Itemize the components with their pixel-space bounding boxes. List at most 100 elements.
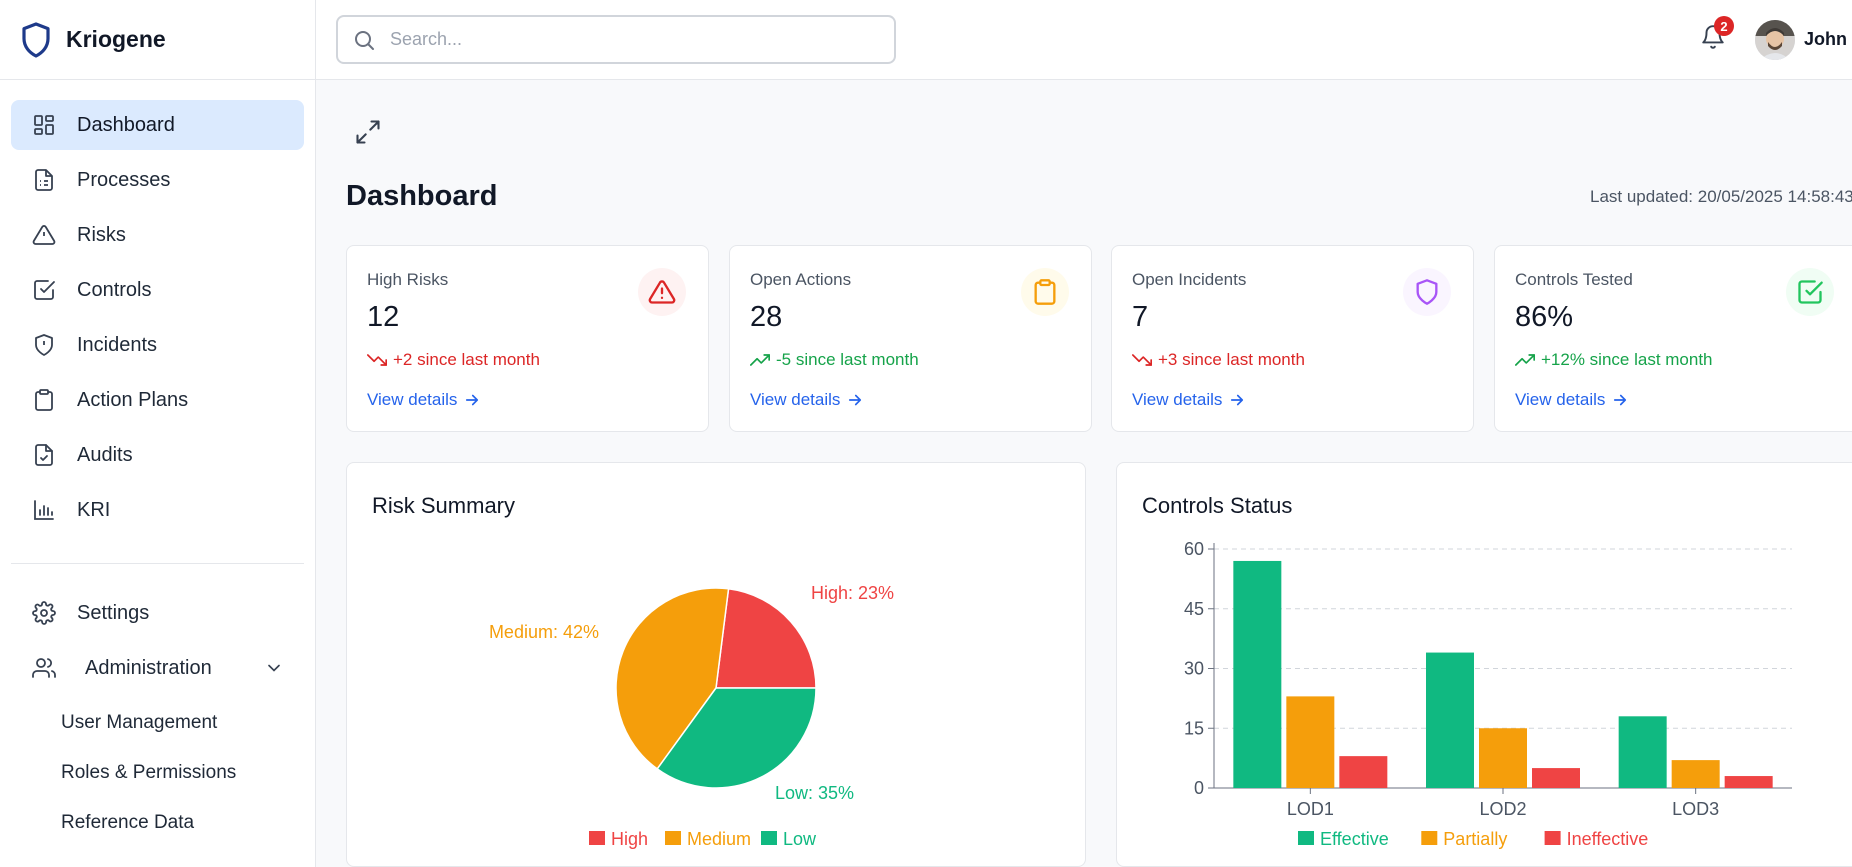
x-tick-label: LOD1 <box>1287 799 1334 819</box>
sidebar-item-dashboard[interactable]: Dashboard <box>11 100 304 150</box>
search-input[interactable] <box>390 29 870 50</box>
view-details-link[interactable]: View details <box>1515 390 1629 410</box>
bar-lod1-ineffective[interactable] <box>1339 756 1388 788</box>
sidebar-item-processes[interactable]: Processes <box>11 155 304 205</box>
legend-item-high[interactable]: High <box>611 829 648 849</box>
kpi-card-open-actions: Open Actions 28 -5 since last month View… <box>729 245 1092 432</box>
legend-item-effective[interactable]: Effective <box>1320 829 1389 849</box>
sidebar-subitem-user-management[interactable]: User Management <box>61 712 218 733</box>
sidebar-item-label: Settings <box>77 601 150 624</box>
legend-swatch-high <box>589 831 605 845</box>
card-value: 12 <box>367 301 400 333</box>
sidebar-item-controls[interactable]: Controls <box>11 265 304 315</box>
y-tick-label: 30 <box>1184 659 1204 679</box>
user-name[interactable]: John D <box>1804 29 1852 49</box>
card-icon-wrap <box>638 268 686 316</box>
search-box[interactable] <box>336 15 896 64</box>
pie-slice-low[interactable] <box>656 687 817 789</box>
arrow-right-icon <box>466 394 479 406</box>
pie-label-low: Low: 35% <box>775 783 854 803</box>
sidebar-item-settings[interactable]: Settings <box>11 588 304 638</box>
expand-button[interactable] <box>354 118 382 146</box>
bar-lod3-ineffective[interactable] <box>1724 776 1773 788</box>
legend-item-ineffective[interactable]: Ineffective <box>1567 829 1649 849</box>
view-details-link[interactable]: View details <box>1132 390 1246 410</box>
card-value: 28 <box>750 301 783 333</box>
sidebar-item-label: Audits <box>77 443 133 466</box>
clipboard-icon <box>1034 279 1056 305</box>
sidebar-item-kri[interactable]: KRI <box>11 485 304 535</box>
bar-lod2-ineffective[interactable] <box>1532 768 1580 788</box>
shield-alert-icon <box>31 332 57 358</box>
card-value: 7 <box>1132 301 1149 333</box>
sidebar-item-risks[interactable]: Risks <box>11 210 304 260</box>
view-details-label: View details <box>367 390 458 409</box>
sidebar-item-label: Risks <box>77 223 126 246</box>
view-details-link[interactable]: View details <box>750 390 864 410</box>
kpi-card-controls-tested: Controls Tested 86% +12% since last mont… <box>1494 245 1852 432</box>
check-square-icon <box>31 277 57 303</box>
brand[interactable]: Kriogene <box>0 0 315 80</box>
bar-lod3-effective[interactable] <box>1618 716 1667 788</box>
sidebar-subitem-reference-data[interactable]: Reference Data <box>61 812 195 833</box>
legend-item-low[interactable]: Low <box>783 829 817 849</box>
sidebar-item-audits[interactable]: Audits <box>11 430 304 480</box>
sidebar-nav: Dashboard Processes Risks Controls Incid… <box>0 80 315 535</box>
y-tick-label: 15 <box>1184 718 1204 738</box>
sidebar-divider <box>11 563 304 564</box>
legend-item-medium[interactable]: Medium <box>687 829 751 849</box>
card-icon-wrap <box>1021 268 1069 316</box>
card-icon-wrap <box>1403 268 1451 316</box>
risk-summary-panel: High: 23% Medium: 42% Low: 35% High Medium Lo… <box>346 462 1086 867</box>
sidebar: Kriogene Dashboard Processes Risks Contr… <box>0 0 316 867</box>
legend-swatch-partially <box>1421 831 1438 845</box>
sidebar-item-label: Dashboard <box>77 113 175 136</box>
y-tick-label: 45 <box>1184 599 1204 619</box>
trending-down-icon <box>1132 354 1152 366</box>
chevron-down-icon <box>268 664 280 672</box>
kpi-card-open-incidents: Open Incidents 7 +3 since last month Vie… <box>1111 245 1474 432</box>
y-tick-label: 0 <box>1194 778 1204 798</box>
card-title: Open Incidents <box>1132 270 1247 289</box>
pie-slice-high[interactable] <box>715 587 817 689</box>
legend-item-partially[interactable]: Partially <box>1443 829 1507 849</box>
gear-icon <box>31 600 57 626</box>
controls-status-panel: 0 15 30 45 60 LOD1 LOD2 LOD3 Effective Partially I… <box>1116 462 1852 867</box>
shield-logo-icon <box>22 21 50 58</box>
bar-lod1-effective[interactable] <box>1233 560 1282 788</box>
sidebar-item-incidents[interactable]: Incidents <box>11 320 304 370</box>
legend-swatch-ineffective <box>1544 831 1561 845</box>
bar-lod1-partially[interactable] <box>1286 696 1335 788</box>
card-value: 86% <box>1515 301 1574 333</box>
card-icon-wrap <box>1786 268 1834 316</box>
card-trend-text: +3 since last month <box>1158 350 1305 369</box>
page-title: Dashboard <box>346 180 498 212</box>
users-icon <box>31 655 57 681</box>
pie-slice-medium[interactable] <box>615 587 730 770</box>
card-trend: +2 since last month <box>367 350 540 370</box>
panel-title: Risk Summary <box>372 493 516 518</box>
legend-swatch-effective <box>1298 831 1314 845</box>
avatar[interactable] <box>1755 20 1795 60</box>
arrow-right-icon <box>849 394 862 406</box>
kpi-card-high-risks: High Risks 12 +2 since last month View d… <box>346 245 709 432</box>
legend-swatch-low <box>761 831 777 845</box>
view-details-label: View details <box>1132 390 1223 409</box>
sidebar-item-label: KRI <box>77 498 111 521</box>
trending-up-icon <box>750 354 770 366</box>
admin-submenu: User Management Roles & Permissions Refe… <box>0 698 315 848</box>
card-trend-text: +2 since last month <box>393 350 540 369</box>
file-check-icon <box>31 442 57 468</box>
card-trend: +3 since last month <box>1132 350 1305 370</box>
sidebar-item-action-plans[interactable]: Action Plans <box>11 375 304 425</box>
card-trend-text: -5 since last month <box>776 350 919 369</box>
sidebar-item-administration[interactable]: Administration <box>11 643 304 693</box>
bar-lod2-effective[interactable] <box>1426 652 1474 788</box>
arrow-right-icon <box>1231 394 1244 406</box>
bar-lod3-partially[interactable] <box>1671 760 1720 788</box>
warning-icon <box>31 222 57 248</box>
card-trend: -5 since last month <box>750 350 919 370</box>
view-details-link[interactable]: View details <box>367 390 481 410</box>
bar-lod2-partially[interactable] <box>1479 728 1527 788</box>
sidebar-subitem-roles-permissions[interactable]: Roles & Permissions <box>61 762 237 783</box>
